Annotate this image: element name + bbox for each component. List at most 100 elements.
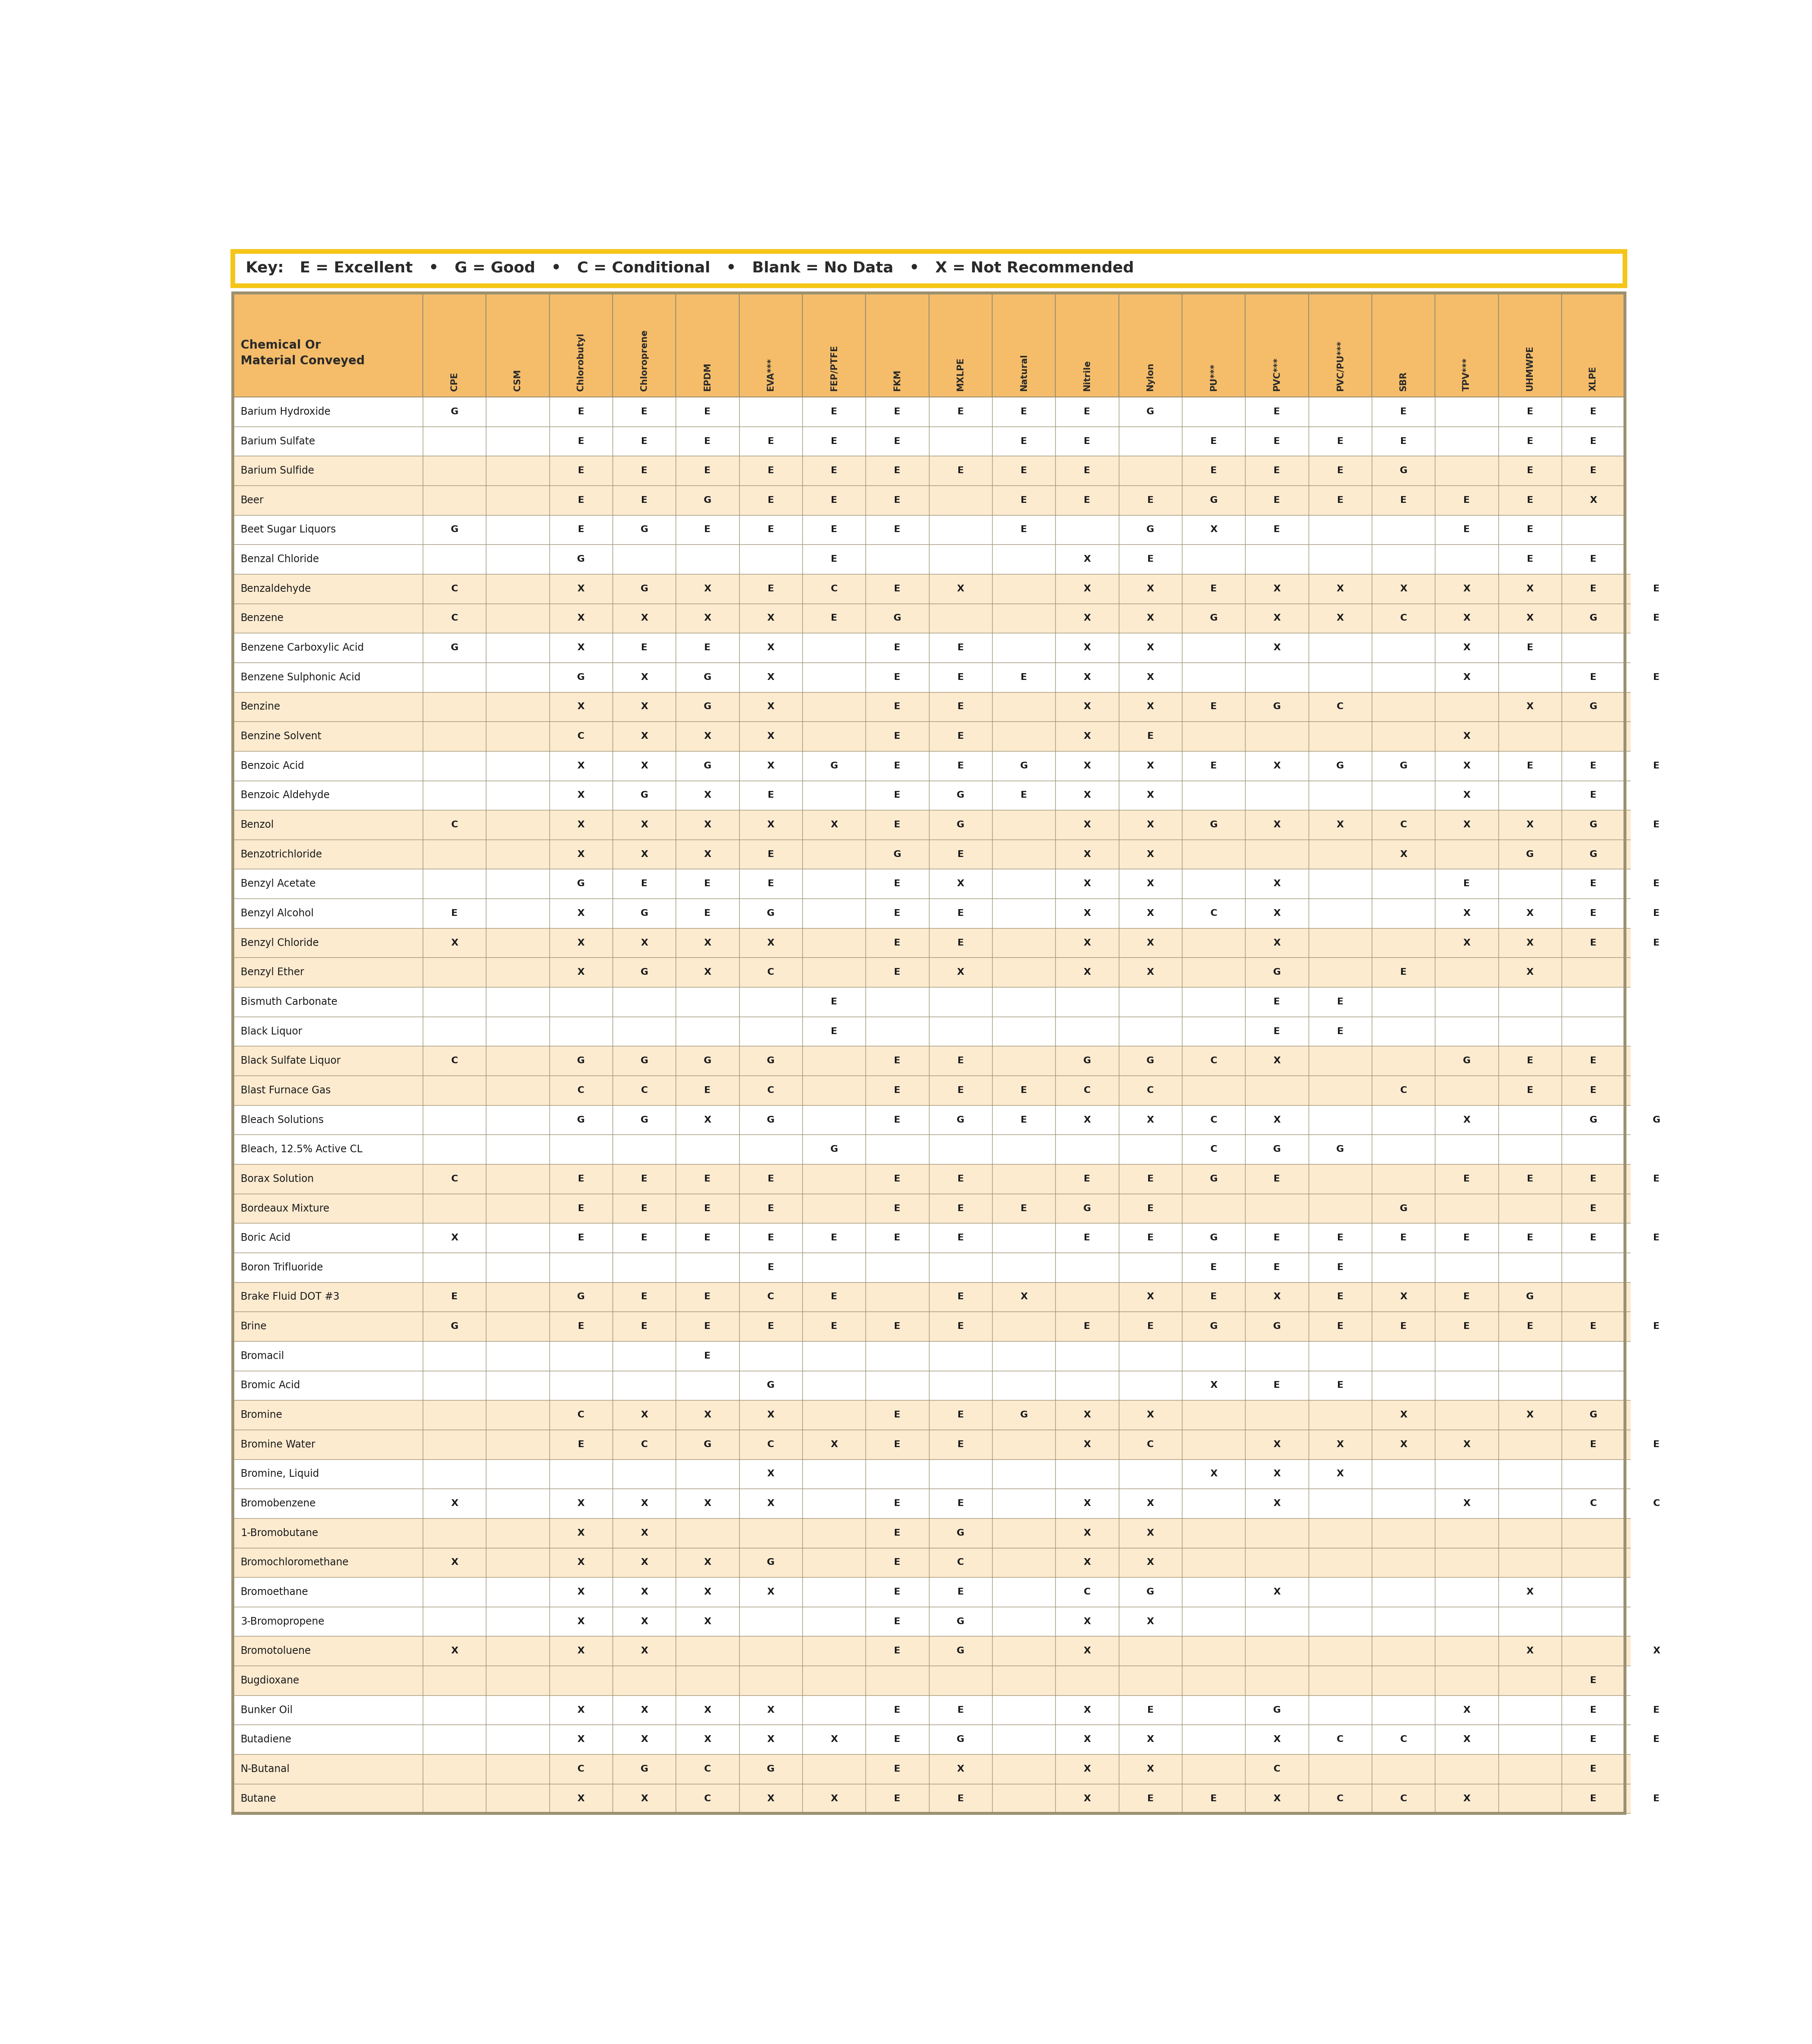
Text: X: X — [1401, 1441, 1408, 1449]
Bar — [1118, 957, 1181, 987]
Text: G: G — [766, 1382, 776, 1390]
Text: C: C — [1401, 1085, 1406, 1096]
Text: G: G — [1274, 1145, 1281, 1153]
Bar — [612, 1519, 676, 1547]
Text: E: E — [1464, 497, 1470, 505]
Bar — [1056, 987, 1118, 1016]
Bar — [232, 1784, 422, 1813]
Text: G: G — [451, 1322, 458, 1331]
Bar — [803, 397, 866, 427]
Bar — [232, 1519, 422, 1547]
Text: X: X — [1274, 585, 1281, 593]
Bar — [1056, 486, 1118, 515]
Bar — [1181, 722, 1245, 750]
Bar — [930, 928, 993, 957]
Bar — [1372, 722, 1435, 750]
Text: E: E — [705, 1085, 710, 1096]
Bar — [739, 1194, 803, 1222]
Text: G: G — [1084, 1204, 1091, 1212]
Bar — [1562, 1429, 1625, 1459]
Text: Bunker Oil: Bunker Oil — [241, 1705, 292, 1715]
Bar — [1181, 1134, 1245, 1165]
Bar — [486, 574, 549, 603]
Bar — [993, 292, 1056, 397]
Text: X: X — [1274, 1588, 1281, 1596]
Bar — [1435, 634, 1499, 662]
Bar — [549, 957, 612, 987]
Text: C: C — [1210, 1116, 1218, 1124]
Bar — [1308, 1547, 1372, 1578]
Text: E: E — [1020, 791, 1027, 799]
Bar — [486, 750, 549, 781]
Text: X: X — [1084, 556, 1091, 564]
Text: Bromotoluene: Bromotoluene — [241, 1645, 312, 1656]
Bar — [1308, 809, 1372, 840]
Bar — [1245, 1222, 1308, 1253]
Bar — [549, 928, 612, 957]
Bar — [1372, 603, 1435, 634]
Bar — [1499, 987, 1562, 1016]
Bar — [739, 1372, 803, 1400]
Bar — [549, 1106, 612, 1134]
Bar — [1308, 515, 1372, 544]
Bar — [1308, 397, 1372, 427]
Text: E: E — [578, 1322, 583, 1331]
Bar — [1056, 1016, 1118, 1047]
Text: E: E — [1210, 466, 1218, 474]
Bar — [993, 1488, 1056, 1519]
Text: X: X — [1401, 585, 1408, 593]
Text: E: E — [893, 1764, 901, 1774]
Text: E: E — [768, 879, 774, 887]
Bar — [1056, 1075, 1118, 1106]
Bar — [1118, 1106, 1181, 1134]
Text: X: X — [578, 1558, 585, 1566]
Bar — [549, 987, 612, 1016]
Bar — [612, 456, 676, 486]
Text: X: X — [703, 1588, 710, 1596]
Bar — [1245, 750, 1308, 781]
Bar — [1245, 1016, 1308, 1047]
Text: E: E — [957, 1410, 964, 1419]
Bar — [930, 1106, 993, 1134]
Bar — [1499, 1429, 1562, 1459]
Bar — [739, 1106, 803, 1134]
Text: E: E — [893, 1558, 901, 1566]
Bar — [1625, 1607, 1689, 1637]
Bar — [1625, 1400, 1689, 1429]
Bar — [1245, 1165, 1308, 1194]
Bar — [739, 486, 803, 515]
Text: E: E — [1337, 497, 1343, 505]
Bar — [930, 1165, 993, 1194]
Text: E: E — [1653, 1707, 1660, 1715]
Text: E: E — [832, 407, 837, 415]
Text: C: C — [451, 613, 458, 623]
Bar — [1181, 456, 1245, 486]
Bar — [549, 1194, 612, 1222]
Bar — [612, 1312, 676, 1341]
Bar — [1562, 1578, 1625, 1607]
Text: E: E — [1084, 1175, 1091, 1183]
Bar — [612, 574, 676, 603]
Bar — [739, 1429, 803, 1459]
Text: G: G — [1147, 1057, 1154, 1065]
Bar — [739, 1784, 803, 1813]
Bar — [1118, 1666, 1181, 1694]
Text: C: C — [1210, 910, 1218, 918]
Text: E: E — [768, 1204, 774, 1212]
Bar — [1308, 1194, 1372, 1222]
Text: E: E — [1528, 437, 1533, 446]
Bar — [1435, 603, 1499, 634]
Bar — [612, 1016, 676, 1047]
Bar — [1118, 987, 1181, 1016]
Text: E: E — [1653, 585, 1660, 593]
Bar — [422, 1488, 486, 1519]
Bar — [1499, 1488, 1562, 1519]
Bar — [930, 1429, 993, 1459]
Bar — [1435, 1134, 1499, 1165]
Text: C: C — [957, 1558, 964, 1566]
Bar — [866, 1429, 930, 1459]
Bar — [993, 1341, 1056, 1372]
Text: E: E — [1147, 1235, 1154, 1243]
Bar — [1118, 634, 1181, 662]
Bar — [1056, 1547, 1118, 1578]
